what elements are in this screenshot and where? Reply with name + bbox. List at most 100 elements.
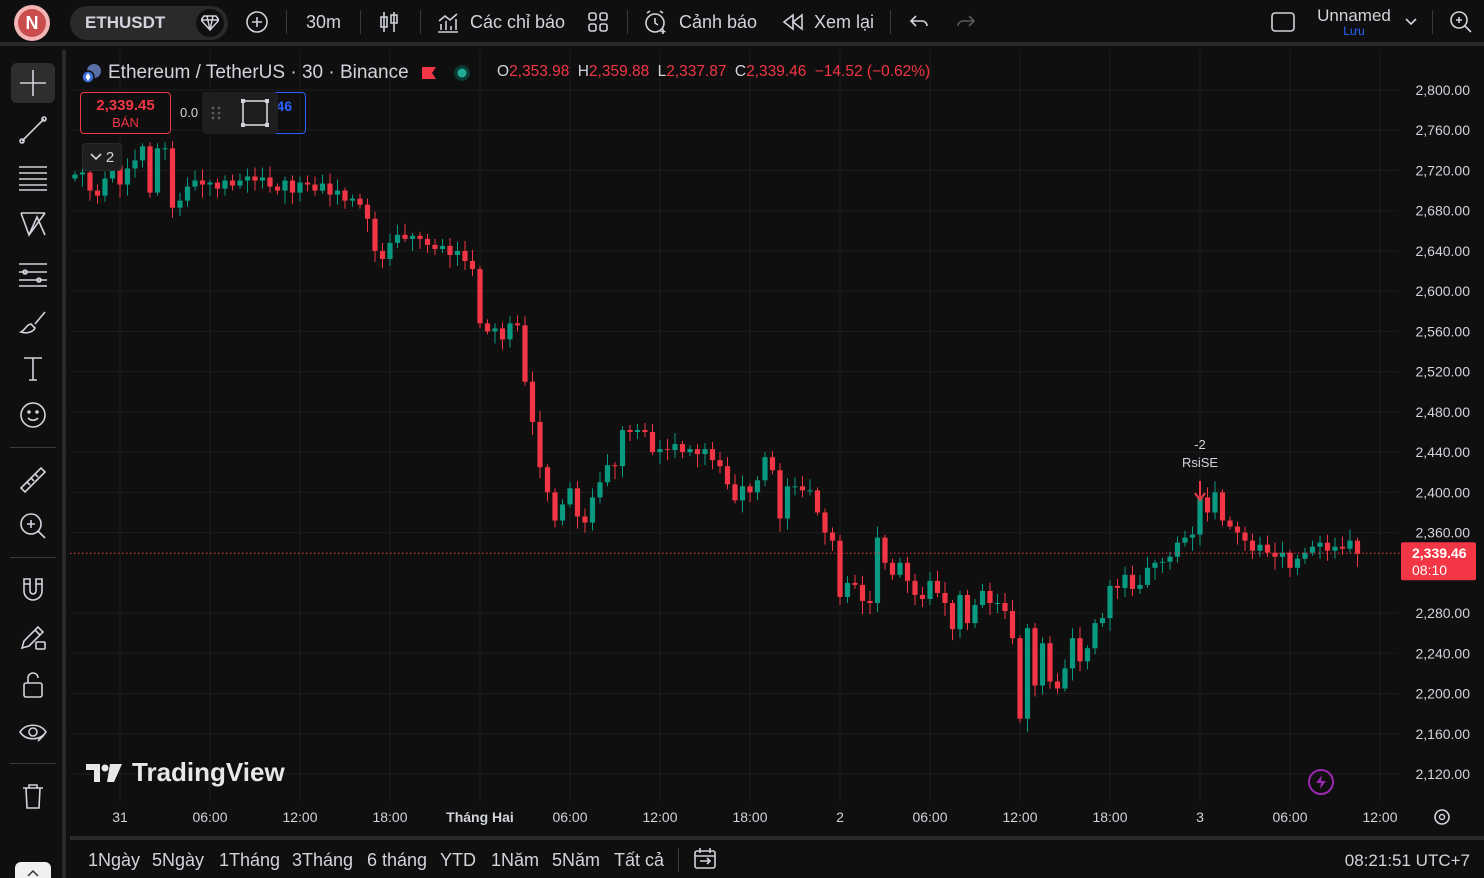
drag-dots-icon	[211, 99, 269, 127]
replay-button[interactable]: Xem lại	[782, 0, 874, 44]
candle-body	[784, 486, 791, 519]
y-axis-label: 2,640.00	[1416, 243, 1471, 259]
candle-body	[154, 148, 161, 193]
crosshair-icon[interactable]	[11, 63, 55, 103]
trash-icon[interactable]	[11, 776, 55, 816]
bolt-icon[interactable]	[1308, 769, 1334, 795]
interval-label: 30m	[306, 11, 342, 32]
candle-body	[1137, 584, 1143, 589]
forecast-icon[interactable]	[11, 253, 55, 293]
range-ytd[interactable]: YTD	[440, 850, 476, 870]
interval-button[interactable]: 30m	[306, 0, 341, 44]
lock-drawings-edit-icon[interactable]	[11, 617, 55, 657]
range-all[interactable]: Tất cả	[614, 850, 665, 870]
user-avatar[interactable]: N	[14, 5, 50, 41]
range-3m[interactable]: 3Tháng	[292, 850, 354, 870]
candle-body	[192, 180, 198, 187]
candle-body	[184, 186, 191, 201]
candle-body	[1039, 643, 1046, 686]
divider	[420, 10, 421, 34]
zoom-in-icon[interactable]	[11, 506, 55, 546]
divider	[890, 10, 891, 34]
date-range-icon[interactable]	[692, 846, 718, 877]
candle-body	[109, 165, 116, 179]
candle-body	[1017, 638, 1023, 719]
symbol-search[interactable]: ETHUSDT	[70, 6, 228, 40]
candle-body	[619, 429, 626, 467]
tradingview-logo[interactable]: TradingView	[86, 757, 285, 788]
redo-icon[interactable]	[954, 0, 978, 44]
range-1d[interactable]: 1Ngày	[88, 850, 141, 870]
candle-body	[312, 184, 318, 191]
add-symbol-icon[interactable]	[245, 0, 271, 44]
indicator-collapse-button[interactable]: 2	[82, 143, 122, 171]
sell-label: BÁN	[112, 115, 139, 130]
candle-body	[484, 323, 491, 332]
candle-body	[507, 323, 513, 340]
candle-body	[447, 245, 453, 255]
layout-checkbox-icon[interactable]	[1270, 0, 1296, 44]
indicator-count: 2	[105, 148, 115, 166]
fib-lines-icon[interactable]	[11, 157, 55, 197]
flag-icon[interactable]	[421, 66, 437, 80]
candle-body	[1047, 643, 1053, 682]
candle-body	[897, 562, 903, 575]
clock-timezone[interactable]: 08:21:51 UTC+7	[1344, 851, 1470, 870]
candle-body	[514, 323, 521, 326]
candle-body	[1204, 497, 1211, 513]
candle-body	[169, 148, 176, 208]
chevron-down-icon[interactable]	[1404, 0, 1420, 44]
alerts-button[interactable]: Cảnh báo	[643, 0, 757, 44]
emoji-icon[interactable]	[11, 395, 55, 435]
layout-name-block[interactable]: Unnamed Lưu	[1314, 6, 1394, 38]
countdown-label: 08:10	[1412, 562, 1447, 578]
symbol-title[interactable]: Ethereum / TetherUS · 30 · Binance	[108, 62, 409, 83]
price-chart[interactable]: 2,800.00 2,760.00 2,720.00 2,680.00 2,640.00…	[70, 50, 1484, 832]
signal-count-label: -2	[1194, 437, 1206, 452]
candle-body	[259, 177, 266, 181]
expand-toolbar-button[interactable]	[15, 862, 51, 878]
quick-search-icon[interactable]	[1448, 0, 1474, 44]
indicators-button[interactable]: Các chỉ báo	[436, 0, 565, 44]
candle-body	[222, 180, 228, 189]
gear-icon-center	[1438, 813, 1446, 821]
chart-pane[interactable]: 2,800.00 2,760.00 2,720.00 2,680.00 2,640.00…	[70, 50, 1484, 832]
candle-body	[1159, 561, 1166, 563]
trade-panel-handle[interactable]	[202, 92, 278, 134]
candle-body	[1069, 638, 1076, 669]
magnet-icon[interactable]	[11, 570, 55, 610]
candle-body	[852, 582, 858, 585]
range-5y[interactable]: 5Năm	[552, 850, 601, 870]
range-6m[interactable]: 6 tháng	[367, 850, 428, 870]
range-1m[interactable]: 1Tháng	[219, 850, 281, 870]
replay-label: Xem lại	[814, 11, 875, 32]
tradingview-wordmark: TradingView	[132, 757, 285, 787]
market-status-icon[interactable]	[453, 64, 471, 82]
trend-line-icon[interactable]	[11, 110, 55, 150]
candle-body	[874, 537, 881, 603]
buy-button[interactable]: 46	[270, 92, 306, 134]
candle-body	[522, 325, 528, 382]
candles-icon[interactable]	[377, 0, 401, 44]
eye-icon[interactable]	[11, 712, 55, 752]
diamond-icon[interactable]	[196, 9, 224, 37]
undo-icon[interactable]	[907, 0, 931, 44]
pattern-icon[interactable]	[11, 205, 55, 245]
text-icon[interactable]	[11, 348, 55, 388]
brush-icon[interactable]	[11, 301, 55, 341]
y-axis-label: 2,520.00	[1416, 364, 1471, 380]
candle-body	[799, 486, 806, 491]
lock-icon[interactable]	[11, 665, 55, 705]
range-1y[interactable]: 1Năm	[491, 850, 540, 870]
candle-body	[829, 532, 836, 541]
candle-body	[679, 444, 686, 453]
layout-grid-icon[interactable]	[586, 0, 610, 44]
candle-body	[387, 242, 393, 259]
range-5d[interactable]: 5Ngày	[152, 850, 205, 870]
sell-button[interactable]: 2,339.45 BÁN	[80, 92, 171, 134]
candle-body	[319, 183, 326, 191]
y-axis-label: 2,160.00	[1416, 726, 1471, 742]
ruler-icon[interactable]	[11, 460, 55, 500]
top-toolbar: N ETHUSDT 30m Các chỉ báo Cảnh báo Xem l…	[0, 0, 1484, 46]
candle-body	[1339, 546, 1346, 549]
